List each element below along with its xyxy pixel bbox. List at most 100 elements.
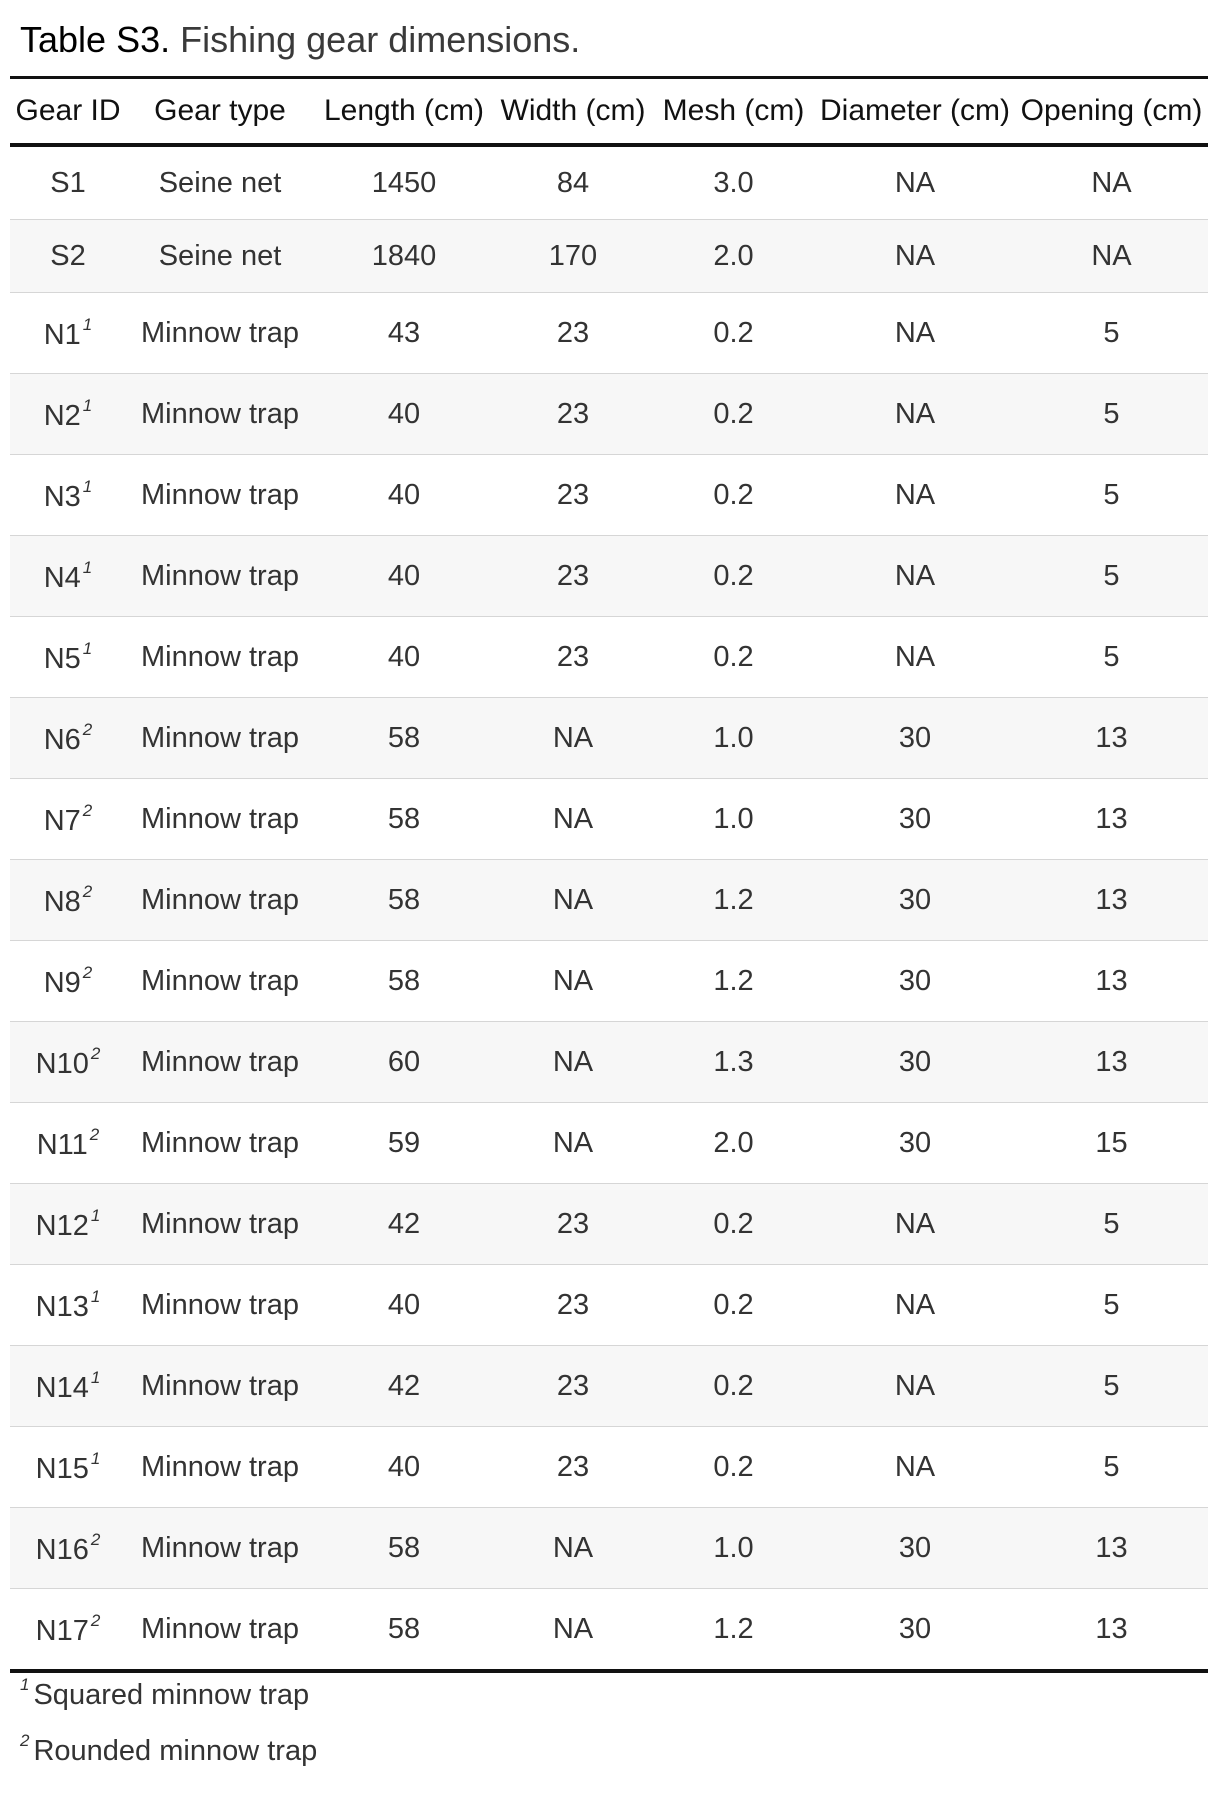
cell-mesh: 1.0	[652, 778, 815, 860]
footnote-marker: 1	[82, 557, 93, 577]
cell-gear-type: Minnow trap	[126, 1183, 314, 1265]
cell-gear-id: N1 1	[10, 292, 126, 374]
cell-opening: 13	[1015, 1588, 1208, 1673]
header-gear-id: Gear ID	[10, 76, 126, 147]
footnote-marker: 2	[82, 881, 93, 901]
gear-id-text: N14	[35, 1371, 89, 1404]
cell-length: 58	[314, 697, 494, 779]
cell-mesh: 0.2	[652, 292, 815, 374]
cell-gear-id: N8 2	[10, 859, 126, 941]
footnote-marker: 2	[90, 1610, 101, 1630]
cell-gear-type: Minnow trap	[126, 616, 314, 698]
cell-length: 40	[314, 373, 494, 455]
cell-gear-type: Minnow trap	[126, 1345, 314, 1427]
table-row: N5 1 Minnow trap 40 23 0.2 NA 5	[10, 616, 1208, 698]
cell-gear-type: Minnow trap	[126, 1102, 314, 1184]
footnote-marker: 1	[82, 395, 93, 415]
table-body: S1 Seine net 1450 84 3.0 NA NA S2 Seine net 1840 1…	[10, 145, 1208, 1673]
cell-mesh: 0.2	[652, 535, 815, 617]
cell-diameter: 30	[815, 1507, 1015, 1589]
footnote-marker: 2	[82, 800, 93, 820]
cell-width: 23	[494, 1183, 652, 1265]
cell-gear-id: N12 1	[10, 1183, 126, 1265]
table-row: N10 2 Minnow trap 60 NA 1.3 30 13	[10, 1021, 1208, 1103]
cell-length: 40	[314, 1264, 494, 1346]
cell-diameter: NA	[815, 1264, 1015, 1346]
cell-gear-id: S1	[10, 145, 126, 220]
cell-gear-type: Seine net	[126, 145, 314, 220]
footnote-marker: 1	[82, 638, 93, 658]
cell-width: 84	[494, 145, 652, 220]
cell-width: NA	[494, 1102, 652, 1184]
cell-diameter: NA	[815, 1426, 1015, 1508]
footnote-marker: 2	[82, 962, 93, 982]
gear-id-text: N12	[35, 1209, 89, 1242]
footnote-marker: 2	[82, 719, 93, 739]
cell-length: 40	[314, 535, 494, 617]
table-caption-label: Table S3.	[20, 19, 171, 60]
cell-length: 1450	[314, 145, 494, 220]
cell-length: 42	[314, 1183, 494, 1265]
table-row: S2 Seine net 1840 170 2.0 NA NA	[10, 219, 1208, 293]
footnote-marker: 2	[90, 1043, 101, 1063]
cell-gear-id: N3 1	[10, 454, 126, 536]
cell-length: 58	[314, 859, 494, 941]
cell-gear-type: Minnow trap	[126, 1507, 314, 1589]
cell-length: 58	[314, 778, 494, 860]
cell-opening: 5	[1015, 454, 1208, 536]
cell-length: 1840	[314, 219, 494, 293]
table-row: N16 2 Minnow trap 58 NA 1.0 30 13	[10, 1507, 1208, 1589]
table-row: N7 2 Minnow trap 58 NA 1.0 30 13	[10, 778, 1208, 860]
gear-id-text: N10	[35, 1047, 89, 1080]
gear-id-text: N6	[43, 723, 81, 756]
cell-mesh: 0.2	[652, 1345, 815, 1427]
cell-gear-id: N15 1	[10, 1426, 126, 1508]
cell-gear-type: Minnow trap	[126, 940, 314, 1022]
gear-id-text: N15	[35, 1452, 89, 1485]
cell-opening: 5	[1015, 1426, 1208, 1508]
cell-gear-type: Minnow trap	[126, 373, 314, 455]
table-row: N9 2 Minnow trap 58 NA 1.2 30 13	[10, 940, 1208, 1022]
cell-width: NA	[494, 1588, 652, 1673]
cell-diameter: NA	[815, 292, 1015, 374]
cell-width: 23	[494, 535, 652, 617]
cell-width: 23	[494, 454, 652, 536]
footnote-marker: 2	[90, 1529, 101, 1549]
cell-opening: 5	[1015, 535, 1208, 617]
cell-width: 23	[494, 373, 652, 455]
gear-id-text: N1	[43, 318, 81, 351]
cell-length: 58	[314, 1507, 494, 1589]
gear-id-text: N17	[35, 1614, 89, 1647]
cell-gear-id: N2 1	[10, 373, 126, 455]
table-row: N17 2 Minnow trap 58 NA 1.2 30 13	[10, 1588, 1208, 1673]
cell-mesh: 1.0	[652, 697, 815, 779]
cell-width: NA	[494, 940, 652, 1022]
header-diameter: Diameter (cm)	[815, 76, 1015, 147]
cell-opening: 5	[1015, 1264, 1208, 1346]
cell-opening: 15	[1015, 1102, 1208, 1184]
gear-id-text: N13	[35, 1290, 89, 1323]
header-gear-type: Gear type	[126, 76, 314, 147]
gear-id-text: N16	[35, 1533, 89, 1566]
gear-id-text: N11	[36, 1128, 88, 1161]
cell-gear-type: Minnow trap	[126, 697, 314, 779]
table-row: N14 1 Minnow trap 42 23 0.2 NA 5	[10, 1345, 1208, 1427]
footnote-2: 2 Rounded minnow trap	[20, 1731, 317, 1768]
cell-width: NA	[494, 1507, 652, 1589]
cell-mesh: 0.2	[652, 373, 815, 455]
cell-diameter: NA	[815, 145, 1015, 220]
cell-mesh: 2.0	[652, 1102, 815, 1184]
cell-opening: 5	[1015, 373, 1208, 455]
cell-diameter: NA	[815, 1345, 1015, 1427]
table-caption-text: Fishing gear dimensions.	[170, 19, 581, 60]
cell-opening: 13	[1015, 697, 1208, 779]
cell-opening: 13	[1015, 859, 1208, 941]
footnote-marker: 1	[82, 476, 93, 496]
cell-mesh: 1.2	[652, 940, 815, 1022]
table-row: N1 1 Minnow trap 43 23 0.2 NA 5	[10, 292, 1208, 374]
header-length: Length (cm)	[314, 76, 494, 147]
cell-length: 60	[314, 1021, 494, 1103]
cell-width: NA	[494, 1021, 652, 1103]
cell-gear-id: N14 1	[10, 1345, 126, 1427]
